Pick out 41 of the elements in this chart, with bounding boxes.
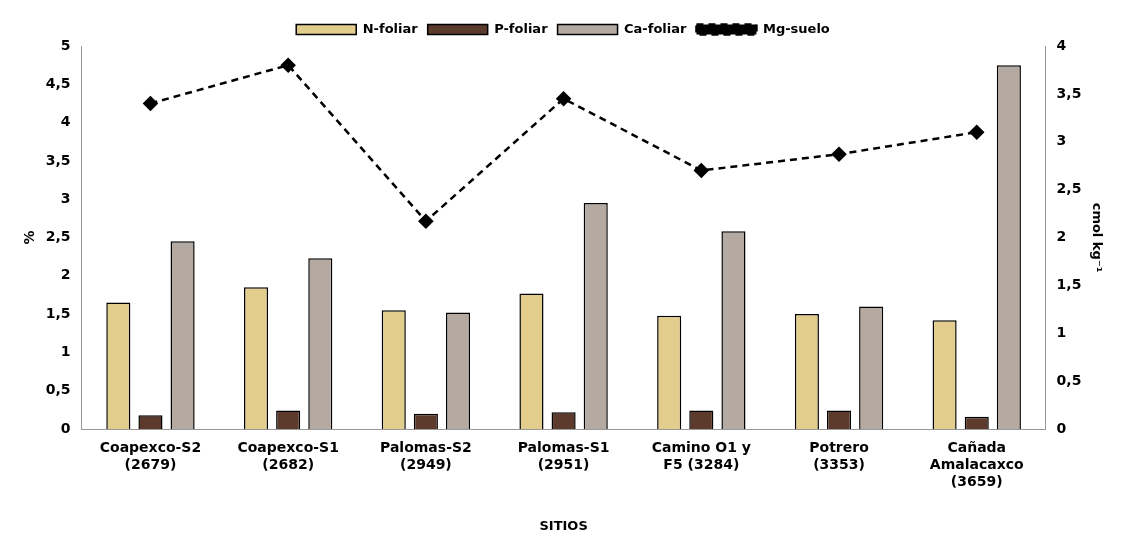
y2-tick-label: 4	[1056, 36, 1067, 53]
y2-tick-label: 2,5	[1056, 180, 1082, 197]
point	[280, 57, 296, 73]
y-tick-label: 4,5	[45, 74, 71, 91]
y2-tick-label: 3,5	[1056, 84, 1082, 101]
x-tick-label: Potrero (3353)	[809, 439, 870, 472]
y-tick-label: 0,5	[45, 381, 71, 398]
y2-axis-title: cmol kg⁻¹	[1089, 202, 1105, 273]
y2-tick-label: 2	[1056, 228, 1067, 245]
x-tick-label: Palomas-S1 (2951)	[517, 439, 610, 472]
y-tick-label: 0	[60, 419, 71, 436]
x-tick-label: Coapexco-S1 (2682)	[237, 439, 339, 472]
point	[556, 91, 571, 106]
point	[418, 213, 434, 229]
y-tick-label: 3,5	[45, 151, 71, 168]
legend-label: Mg-suelo	[762, 20, 830, 36]
y-tick-label: 5	[60, 36, 71, 53]
point	[831, 146, 847, 162]
point	[694, 163, 709, 178]
point	[143, 96, 158, 111]
x-tick-label: Cañada Amalacaxco (3659)	[929, 439, 1025, 489]
legend-label: P-foliar	[494, 20, 549, 36]
y2-tick-label: 0,5	[1056, 371, 1082, 388]
y2-tick-label: 3	[1056, 132, 1067, 149]
y-tick-label: 2,5	[45, 228, 71, 245]
y-axis-title: %	[21, 230, 38, 245]
legend-label: Ca-foliar	[624, 20, 688, 36]
y2-tick-label: 0	[1056, 419, 1067, 436]
y-tick-label: 1	[60, 343, 71, 360]
x-axis-title: SITIOS	[539, 517, 588, 533]
x-tick-label: Palomas-S2 (2949)	[380, 439, 472, 472]
legend-label: N-foliar	[362, 20, 419, 36]
y2-tick-label: 1	[1056, 323, 1067, 340]
y-tick-label: 3	[60, 189, 71, 206]
x-tick-label: Coapexco-S2 (2679)	[99, 439, 202, 472]
y-tick-label: 4	[60, 113, 71, 130]
y-tick-label: 2	[60, 266, 71, 283]
y-tick-label: 1,5	[45, 304, 71, 321]
x-tick-label: Camino O1 y F5 (3284)	[651, 439, 751, 472]
y2-tick-label: 1,5	[1056, 276, 1082, 293]
point	[969, 124, 984, 140]
